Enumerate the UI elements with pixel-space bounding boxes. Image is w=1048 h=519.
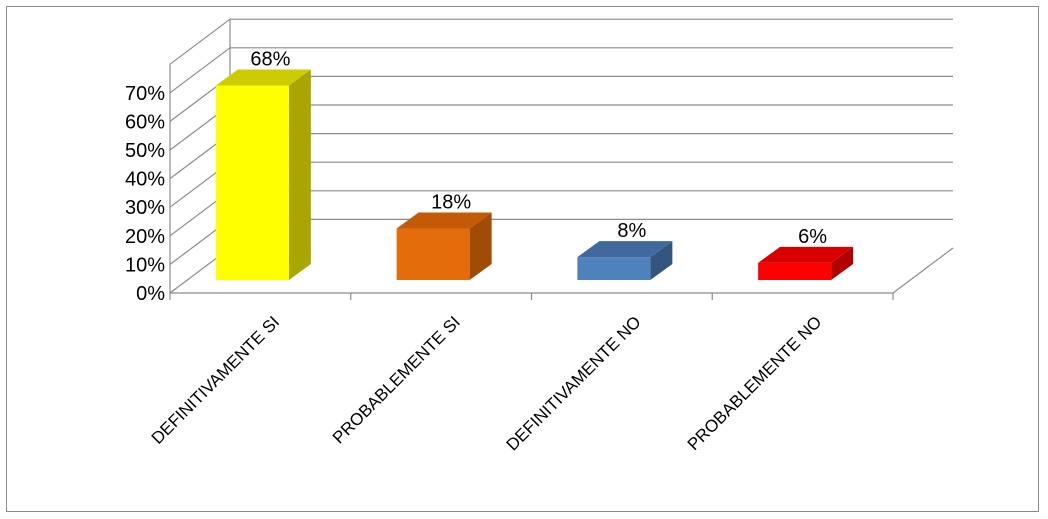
floor-right-edge — [892, 247, 954, 294]
bar-top-face — [577, 241, 673, 258]
y-tick-label: 70% — [125, 83, 165, 105]
side-wall-gridline — [169, 47, 231, 94]
bar-side-face — [650, 241, 673, 280]
side-wall-gridline — [169, 18, 231, 65]
bar-top-face — [396, 212, 492, 229]
bar — [577, 241, 673, 280]
y-tick-label: 20% — [125, 226, 165, 248]
bar — [758, 246, 854, 280]
y-tick-label: 30% — [125, 197, 165, 219]
y-tick-label: 50% — [125, 140, 165, 162]
category-label: DEFINITIVAMENTE SI — [148, 312, 283, 447]
bar-top-face — [758, 246, 854, 263]
bar-front-face — [396, 228, 470, 280]
data-label: 68% — [250, 49, 290, 71]
bar-side-face — [288, 69, 311, 281]
y-tick-label: 0% — [136, 283, 165, 305]
y-tick-label: 10% — [125, 254, 165, 276]
y-tick-label: 60% — [125, 111, 165, 133]
data-label: 18% — [431, 192, 471, 214]
category-label: PROBABLEMENTE SI — [329, 312, 464, 447]
bar-front-face — [215, 85, 289, 281]
data-label: 8% — [617, 220, 646, 242]
bar-top-face — [215, 69, 311, 86]
category-label: DEFINITIVAMENTE NO — [503, 312, 645, 454]
bar-front-face — [577, 257, 651, 280]
bar — [215, 69, 311, 281]
y-tick-label: 40% — [125, 169, 165, 191]
bar — [396, 212, 492, 280]
bar-side-face — [831, 246, 854, 280]
bars-layer — [215, 69, 854, 281]
bar-side-face — [469, 212, 492, 280]
category-label: PROBABLEMENTE NO — [684, 312, 826, 454]
data-label: 6% — [798, 226, 827, 248]
bar-front-face — [758, 262, 832, 280]
